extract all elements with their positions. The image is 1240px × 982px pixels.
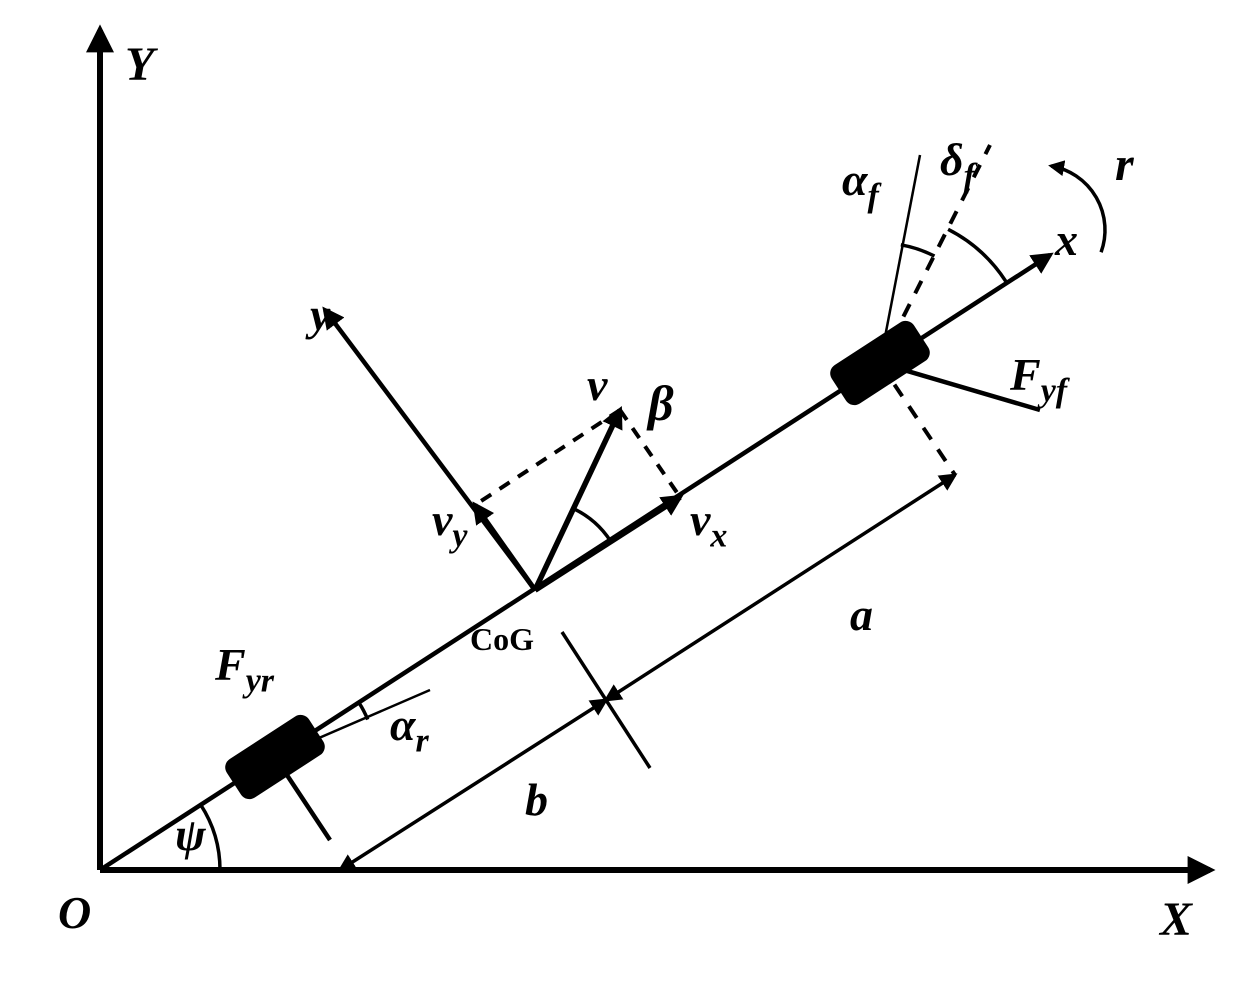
Fyf: Fyf xyxy=(1009,349,1071,410)
alpha_f: αf xyxy=(842,154,882,215)
vx: vx xyxy=(690,494,727,555)
Fyr-vector xyxy=(275,757,330,840)
arc-alpha-f xyxy=(901,245,935,256)
a: a xyxy=(850,589,873,640)
beta: β xyxy=(646,375,674,431)
bicycle-model-diagram: X Y Ox y v vx vy β ψ αr αfδf r Fyf Fyr a b CoG xyxy=(0,0,1240,982)
arc-alpha-r xyxy=(359,703,368,720)
vy-vector xyxy=(475,505,535,590)
delta_f: δf xyxy=(940,134,979,195)
psi: ψ xyxy=(175,809,207,860)
alpha_r: αr xyxy=(390,699,429,760)
v: v xyxy=(587,359,608,410)
b: b xyxy=(525,774,548,825)
Fyr: Fyr xyxy=(214,639,275,700)
Y: Y xyxy=(125,38,158,91)
X: X xyxy=(1158,893,1193,946)
arc-beta xyxy=(573,508,610,541)
x: x xyxy=(1054,214,1078,265)
r: r xyxy=(1115,138,1135,191)
CoG: CoG xyxy=(470,621,534,657)
y: y xyxy=(305,289,331,340)
arc-delta-f xyxy=(948,229,1006,281)
dimension-b xyxy=(340,700,606,870)
vy: vy xyxy=(432,494,468,555)
O: O xyxy=(58,887,91,938)
